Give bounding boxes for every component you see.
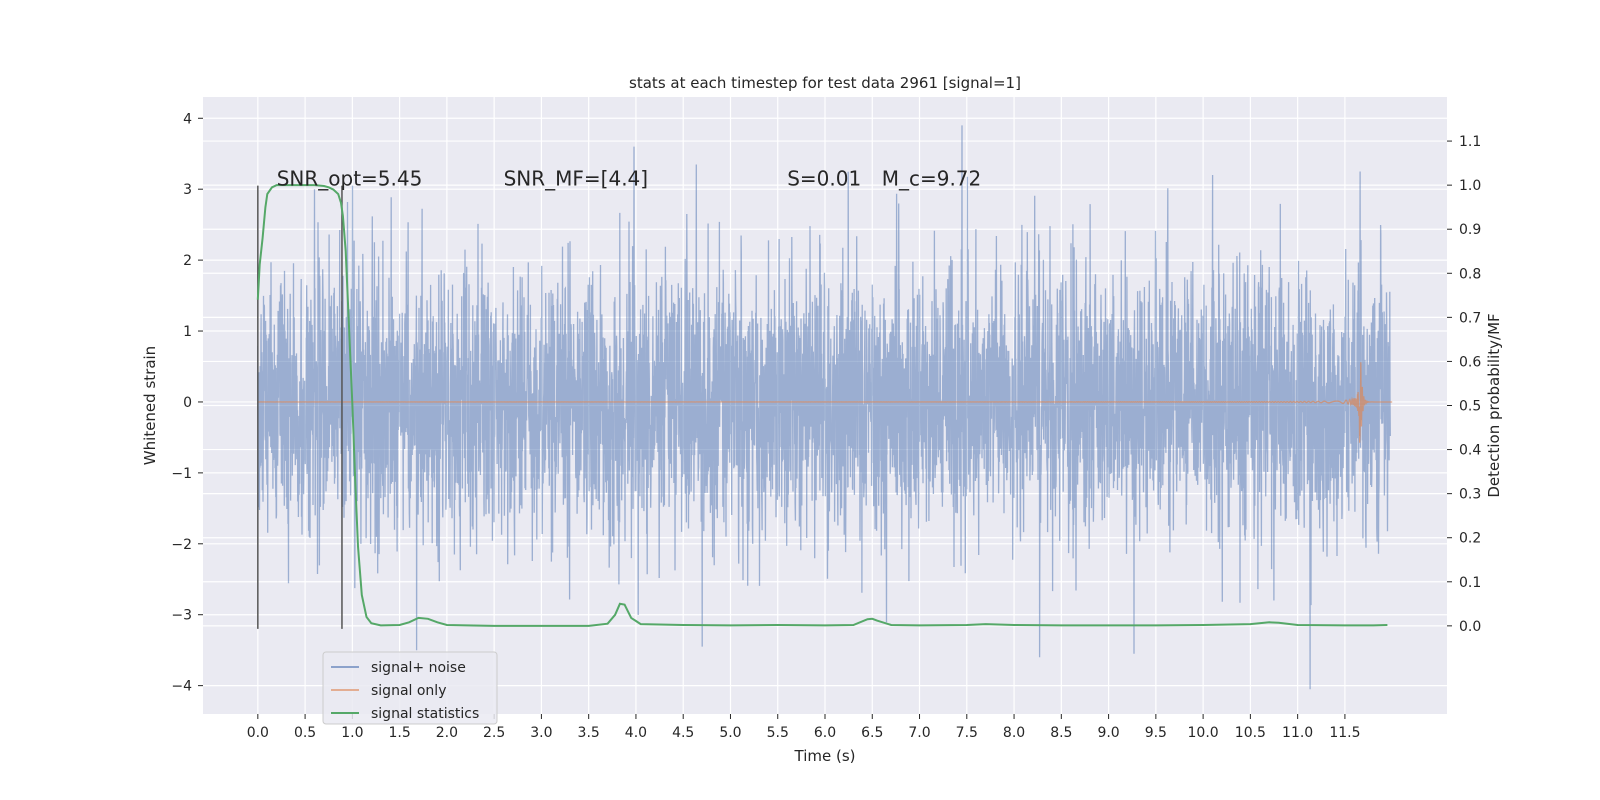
x-tick-label: 2.5 <box>483 725 505 741</box>
x-tick-label: 8.5 <box>1050 725 1072 741</box>
y-axis-ticks: 4 3 2 1 0 −1 −2 −3 −4 <box>171 111 203 695</box>
x-tick-label: 4.5 <box>672 725 694 741</box>
x-tick-label: 9.5 <box>1145 725 1167 741</box>
x-tick-label: 4.0 <box>625 725 647 741</box>
y2-tick-label: 0.6 <box>1459 354 1481 370</box>
legend-label: signal statistics <box>371 706 479 722</box>
y-tick-label: −2 <box>171 537 192 553</box>
legend-label: signal+ noise <box>371 660 466 676</box>
vertical-markers <box>257 185 343 629</box>
legend-label: signal only <box>371 683 446 699</box>
y2-tick-label: 0.2 <box>1459 531 1481 547</box>
series-line-signal-only <box>257 362 1393 443</box>
x-tick-label: 0.0 <box>247 725 269 741</box>
series-signal-plus-noise <box>257 125 1391 690</box>
annotation-text: M_c=9.72 <box>882 167 982 191</box>
x-axis-ticks: 0.0 0.5 1.0 1.5 2.0 2.5 3.0 3.5 4.0 4.5 5.0 5.5 6.0 6… <box>247 714 1360 741</box>
legend: signal+ noise signal only signal statistic… <box>322 651 498 725</box>
series-line-signal-plus-noise <box>257 125 1391 690</box>
series-signal-statistics <box>256 184 1388 627</box>
x-tick-label: 11.5 <box>1329 725 1360 741</box>
chart-title: stats at each timestep for test data 296… <box>629 74 1021 92</box>
y2-tick-label: 1.1 <box>1459 134 1481 150</box>
y2-tick-label: 0.0 <box>1459 619 1481 635</box>
x-tick-label: 2.0 <box>436 725 458 741</box>
y-tick-label: −4 <box>171 679 192 695</box>
y-tick-label: 4 <box>183 111 192 127</box>
y2-tick-label: 0.8 <box>1459 266 1481 282</box>
x-tick-label: 10.5 <box>1235 725 1266 741</box>
y-tick-label: 2 <box>183 253 192 269</box>
x-tick-label: 5.0 <box>719 725 741 741</box>
legend-box <box>322 651 498 725</box>
y-tick-label: −3 <box>171 608 192 624</box>
x-tick-label: 7.0 <box>908 725 930 741</box>
y2-tick-label: 0.1 <box>1459 575 1481 591</box>
x-tick-label: 0.5 <box>294 725 316 741</box>
y2-tick-label: 0.3 <box>1459 487 1481 503</box>
y-tick-label: −1 <box>171 466 192 482</box>
y2-axis-label: Detection probability/MF <box>1485 313 1503 497</box>
x-tick-label: 11.0 <box>1282 725 1313 741</box>
plot-content: SNR_opt=5.45 SNR_MF=[4.4] S=0.01 M_c=9.72 <box>256 125 1393 690</box>
y2-tick-label: 1.0 <box>1459 178 1481 194</box>
y-tick-label: 0 <box>183 395 192 411</box>
x-tick-label: 5.5 <box>767 725 789 741</box>
y2-tick-label: 0.5 <box>1459 399 1481 415</box>
y2-tick-label: 0.9 <box>1459 222 1481 238</box>
x-tick-label: 1.0 <box>341 725 363 741</box>
annotations: SNR_opt=5.45 SNR_MF=[4.4] S=0.01 M_c=9.72 <box>277 167 982 191</box>
annotation-text: SNR_opt=5.45 <box>277 167 423 191</box>
x-tick-label: 3.0 <box>530 725 552 741</box>
x-tick-label: 6.5 <box>861 725 883 741</box>
x-tick-label: 6.0 <box>814 725 836 741</box>
x-tick-label: 1.5 <box>388 725 410 741</box>
y2-tick-label: 0.7 <box>1459 310 1481 326</box>
annotation-text: SNR_MF=[4.4] <box>504 167 648 191</box>
y2-tick-label: 0.4 <box>1459 443 1481 459</box>
x-tick-label: 8.0 <box>1003 725 1025 741</box>
x-tick-label: 7.5 <box>956 725 978 741</box>
series-signal-only <box>257 362 1393 443</box>
y-tick-label: 1 <box>183 324 192 340</box>
x-axis-label: Time (s) <box>794 747 856 765</box>
y-axis-label: Whitened strain <box>141 346 159 465</box>
series-line-signal-statistics <box>256 184 1388 627</box>
y-tick-label: 3 <box>183 182 192 198</box>
y2-axis-ticks: 1.1 1.0 0.9 0.8 0.7 0.6 0.5 0.4 0.3 0.2 0.1 0.0 <box>1447 134 1481 635</box>
x-tick-label: 10.0 <box>1188 725 1219 741</box>
x-tick-label: 3.5 <box>578 725 600 741</box>
x-tick-label: 9.0 <box>1097 725 1119 741</box>
annotation-text: S=0.01 <box>787 167 861 191</box>
